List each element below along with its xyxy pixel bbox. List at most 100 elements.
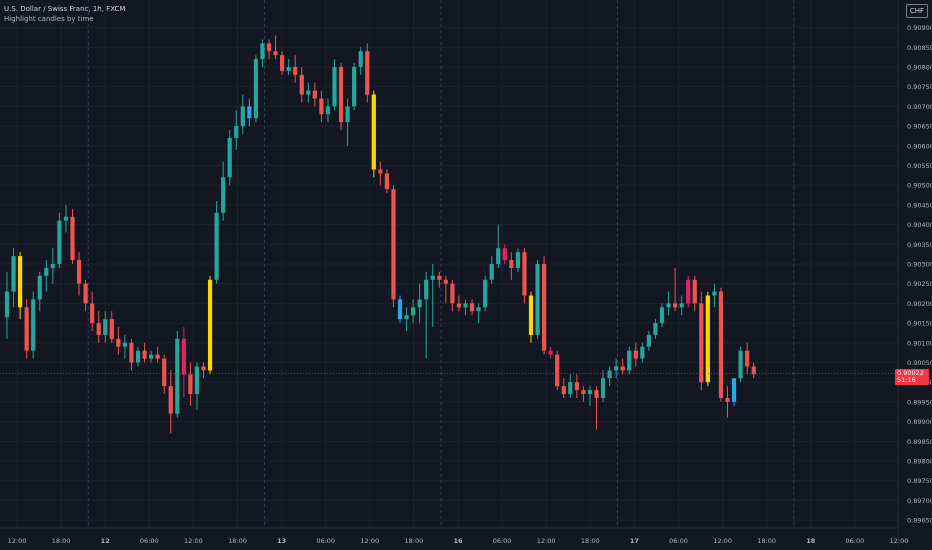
- symbol-title[interactable]: U.S. Dollar / Swiss Franc, 1h, FXCM: [4, 5, 126, 13]
- candle: [587, 386, 593, 406]
- session-separators: [87, 0, 795, 528]
- candle: [122, 334, 127, 359]
- candle-body: [214, 212, 219, 280]
- candle-body: [76, 260, 82, 284]
- candle: [725, 386, 730, 418]
- candle-body: [437, 275, 442, 280]
- candle-body: [600, 378, 606, 398]
- candle-body: [188, 374, 193, 395]
- candle: [535, 260, 540, 339]
- candle: [227, 130, 232, 186]
- price-axis-bg: [898, 0, 932, 550]
- candle: [430, 264, 435, 328]
- candle-body: [397, 299, 403, 320]
- candle: [338, 63, 344, 131]
- candle: [247, 98, 252, 127]
- candle-body: [175, 338, 180, 414]
- candle: [83, 279, 88, 312]
- candle: [731, 378, 737, 406]
- candle: [450, 279, 455, 312]
- candle-body: [103, 319, 108, 335]
- candle: [365, 43, 370, 103]
- candle-body: [319, 98, 324, 115]
- candle-body: [542, 264, 547, 351]
- candle-body: [286, 66, 291, 71]
- candle-body: [280, 55, 285, 71]
- candle-body: [417, 299, 422, 308]
- candle: [443, 275, 448, 304]
- candle: [489, 256, 494, 284]
- x-tick-label: 12:00: [713, 537, 732, 545]
- x-tick-label: 18:00: [405, 537, 424, 545]
- candle: [325, 98, 331, 123]
- candle-body: [548, 350, 553, 355]
- candle-body: [620, 366, 625, 371]
- candle: [751, 362, 756, 379]
- candle-body: [640, 346, 645, 359]
- candle-body: [607, 370, 612, 379]
- candle-body: [273, 51, 278, 56]
- candle: [686, 275, 691, 308]
- x-tick-label: 12:00: [8, 537, 27, 545]
- candle-body: [240, 106, 245, 127]
- candle: [528, 291, 534, 343]
- candle: [561, 378, 566, 398]
- candle-body: [181, 338, 186, 375]
- candle: [705, 291, 710, 387]
- candle: [90, 291, 95, 331]
- x-tick-label: 06:00: [493, 537, 512, 545]
- candle: [293, 55, 298, 83]
- candle: [718, 287, 724, 402]
- y-tick-label: 0.89900: [907, 418, 932, 426]
- candle-body: [299, 74, 304, 95]
- price-axis[interactable]: 0.90900 0.90850 0.90800 0.90750 0.90700 0.906…: [897, 0, 932, 550]
- candle-body: [673, 303, 678, 308]
- candle-body: [483, 279, 488, 308]
- candle: [149, 350, 154, 363]
- candle-body: [358, 51, 363, 67]
- candle-body: [692, 279, 697, 304]
- candle-body: [293, 66, 298, 75]
- y-tick-label: 0.90500: [907, 182, 932, 190]
- time-axis[interactable]: 12:00 18:00 12 06:00 12:00 18:00 13 06:00 12:00 1…: [0, 527, 908, 550]
- candle-body: [424, 279, 429, 300]
- candle-body: [365, 51, 370, 95]
- candle: [18, 252, 23, 320]
- candle: [679, 295, 684, 316]
- candle: [116, 327, 121, 355]
- indicator-title[interactable]: Highlight candles by time: [4, 15, 94, 23]
- candle: [600, 370, 606, 402]
- candle: [201, 362, 206, 379]
- candle: [502, 244, 507, 264]
- candle: [496, 224, 501, 268]
- last-price-value: 0.90022: [897, 368, 924, 377]
- candle: [548, 346, 553, 359]
- candle: [640, 342, 645, 363]
- y-tick-label: 0.89650: [907, 517, 932, 525]
- candle: [437, 271, 442, 288]
- candle-body: [37, 275, 42, 300]
- last-price-label: 0.90022 51:16: [895, 368, 929, 385]
- candle-body: [371, 94, 376, 170]
- candle: [384, 169, 389, 194]
- currency-button[interactable]: CHF: [906, 4, 928, 18]
- candle: [319, 90, 324, 123]
- candle: [24, 299, 29, 359]
- x-tick-label: 06:00: [316, 537, 335, 545]
- y-tick-label: 0.89700: [907, 497, 932, 505]
- candle-body: [705, 295, 710, 383]
- candle-body: [83, 283, 88, 304]
- candle: [299, 66, 304, 103]
- candle: [109, 311, 114, 343]
- candle: [469, 299, 475, 316]
- candle: [103, 311, 108, 343]
- candle-body: [659, 307, 665, 324]
- candle: [345, 98, 350, 146]
- candle-body: [509, 260, 514, 268]
- candle-body: [247, 106, 252, 119]
- candle: [168, 370, 173, 434]
- candle-body: [594, 390, 599, 398]
- candle: [135, 346, 141, 367]
- candle: [522, 248, 527, 304]
